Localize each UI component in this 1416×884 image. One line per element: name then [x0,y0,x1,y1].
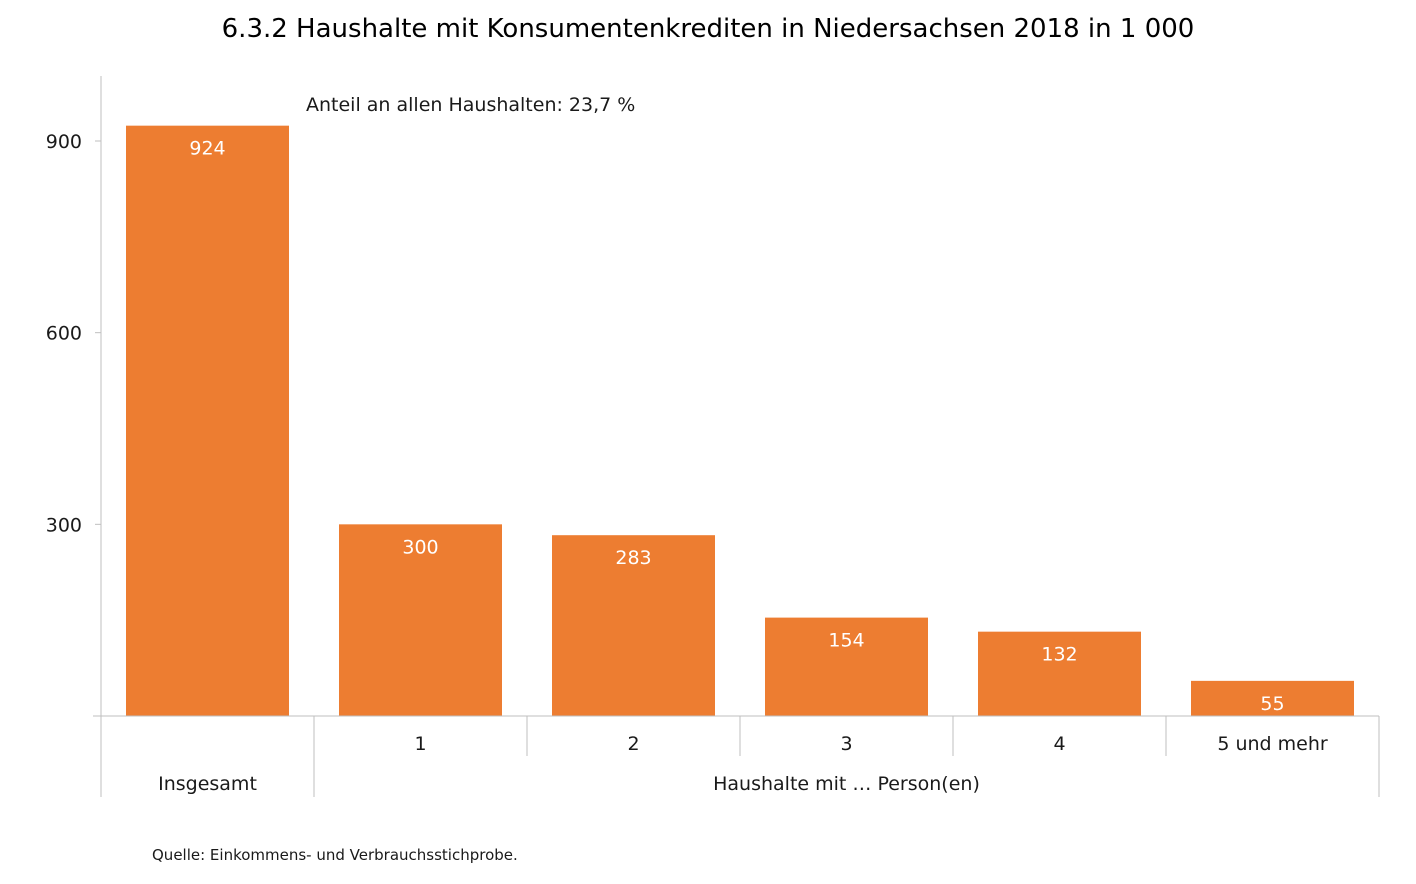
bar-value-label: 132 [1041,644,1077,666]
bars: 924 300 283 154 132 55 [126,125,1354,716]
x-axis: Insgesamt 1 2 3 4 5 und mehr Haushalte mit … P… [93,715,1380,797]
bar-value-label: 300 [402,536,438,558]
chart-title: 6.3.2 Haushalte mit Konsumentenkrediten … [221,14,1195,44]
bar [765,617,928,716]
bar [552,535,715,716]
x-category-label: 4 [1053,733,1065,755]
x-group-label: Haushalte mit … Person(en) [713,773,980,795]
bar [1191,680,1354,716]
x-category-label: 5 und mehr [1217,733,1328,755]
bar-value-label: 924 [189,138,225,160]
x-category-label: Insgesamt [158,773,257,795]
bar [339,524,502,716]
bar-value-label: 283 [615,547,651,569]
bar [126,125,289,716]
source-note: Quelle: Einkommens- und Verbrauchsstichp… [152,846,518,864]
bar [978,631,1141,716]
x-category-label: 3 [840,733,852,755]
y-axis: 300 600 900 [46,76,102,716]
bar-value-label: 154 [828,630,864,652]
bar-value-label: 55 [1260,693,1284,715]
y-tick-label: 600 [46,323,82,345]
x-category-label: 2 [627,733,639,755]
y-tick-label: 300 [46,514,82,536]
y-tick-label: 900 [46,131,82,153]
x-category-label: 1 [414,733,426,755]
annotation-share: Anteil an allen Haushalten: 23,7 % [306,94,635,116]
